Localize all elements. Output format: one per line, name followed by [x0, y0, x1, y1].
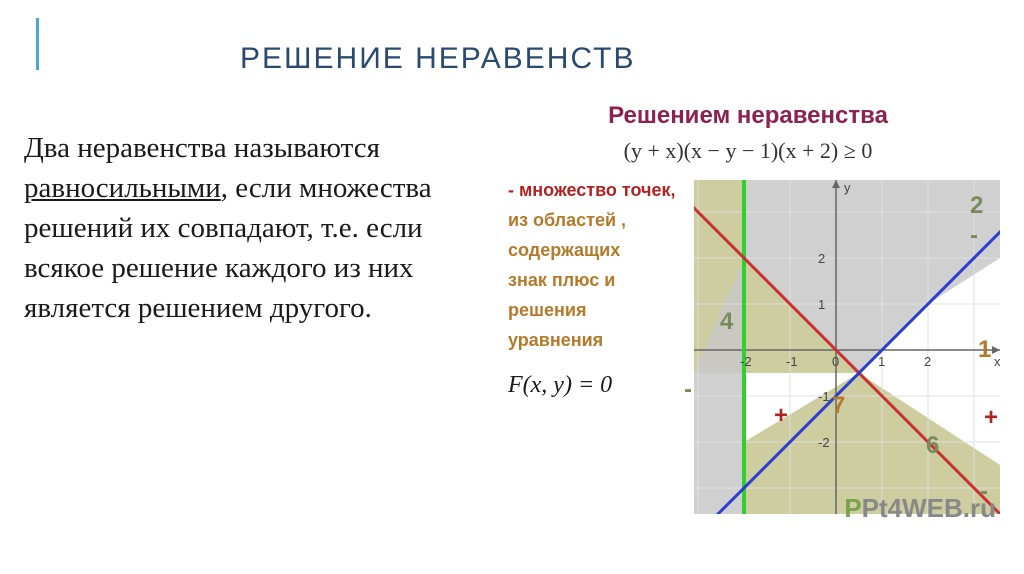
watermark: PPt4WEB.ru [844, 493, 996, 524]
region-marker: - [970, 222, 978, 250]
svg-text:2: 2 [924, 354, 931, 369]
figure-side-label: из областей , [508, 210, 626, 231]
figure-side-label: решения [508, 300, 586, 321]
region-marker: - [684, 376, 692, 404]
region-marker: 7 [832, 392, 845, 420]
inequality-figure: Решением неравенства (y + x)(x − y − 1)(… [494, 88, 1002, 528]
region-marker: 4 [720, 308, 733, 336]
para-part1: Два неравенства называются [24, 132, 380, 164]
region-marker: 2 [970, 192, 983, 220]
figure-equation: F(x, y) = 0 [508, 372, 612, 399]
definition-paragraph: Два неравенства называются равносильными… [24, 128, 464, 328]
watermark-p1: P [844, 493, 861, 523]
page-title: РЕШЕНИЕ НЕРАВЕНСТВ [240, 42, 635, 76]
svg-text:x: x [994, 354, 1000, 369]
region-marker: + [774, 402, 788, 430]
figure-title: Решением неравенства [494, 102, 1002, 130]
region-marker: 1 [978, 336, 991, 364]
watermark-p2: Pt4WEB.ru [862, 493, 996, 523]
figure-side-label: содержащих [508, 240, 620, 261]
svg-text:2: 2 [818, 251, 825, 266]
svg-text:-1: -1 [818, 389, 830, 404]
svg-text:y: y [844, 180, 851, 195]
svg-text:1: 1 [818, 297, 825, 312]
region-marker: + [984, 404, 998, 432]
region-marker: 6 [926, 432, 939, 460]
figure-formula: (y + x)(x − y − 1)(x + 2) ≥ 0 [494, 138, 1002, 164]
plot-svg: xy-2-1012-2-112 [694, 180, 1000, 514]
plot-area: xy-2-1012-2-112 2-41-+7+6- [694, 180, 1000, 514]
figure-side-label: знак плюс и [508, 270, 615, 291]
accent-bar [36, 18, 39, 70]
svg-text:0: 0 [832, 354, 839, 369]
figure-side-label: уравнения [508, 330, 603, 351]
para-underlined: равносильными [24, 172, 221, 204]
svg-text:-2: -2 [818, 435, 830, 450]
svg-text:-2: -2 [740, 354, 752, 369]
figure-side-label: - множество точек, [508, 180, 675, 201]
svg-text:-1: -1 [786, 354, 798, 369]
svg-text:1: 1 [878, 354, 885, 369]
